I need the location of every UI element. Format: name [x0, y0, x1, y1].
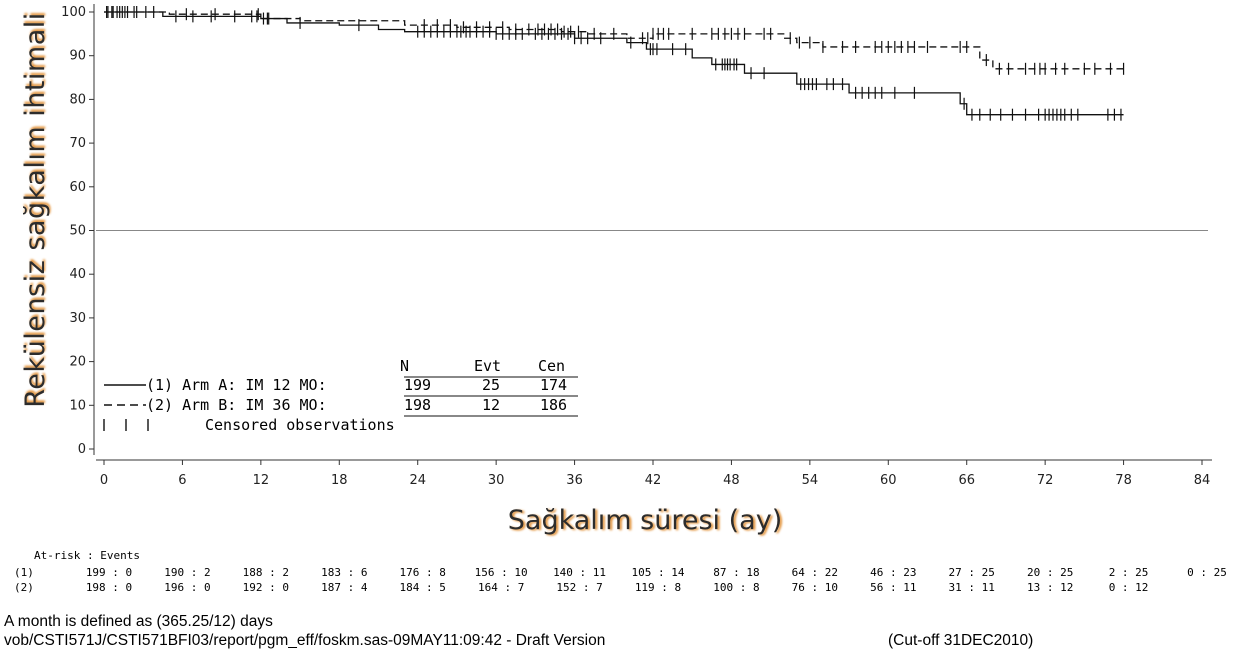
axes: 0 10 20 30 40 50 60 70 80 90 100 0 6 12 18 24 30 36 42 48 54… [61, 4, 1212, 488]
y-tick-label-60: 60 [69, 180, 86, 195]
at-risk-cell: 164 : 7 [477, 581, 525, 594]
x-tick-label-12: 12 [253, 473, 270, 488]
at-risk-cell: 184 : 5 [399, 581, 446, 594]
at-risk-cell: 176 : 8 [399, 566, 446, 579]
at-risk-row-1-label: (1) [14, 566, 34, 579]
at-risk-row-2-label: (2) [14, 581, 34, 594]
legend-row-2-n: 198 [404, 396, 432, 414]
x-axis-label: Sağkalım süresi (ay) [507, 505, 783, 536]
at-risk-cell: 199 : 0 [85, 566, 133, 579]
legend-censor-label: Censored observations [205, 416, 395, 434]
y-tick-label-100: 100 [61, 5, 86, 20]
at-risk-cell: 187 : 4 [321, 581, 368, 594]
at-risk-cell: 105 : 14 [631, 566, 685, 579]
at-risk-cell: 190 : 2 [164, 566, 211, 579]
at-risk-cell: 156 : 10 [474, 566, 528, 579]
legend-header-n: N [400, 357, 410, 375]
at-risk-cell: 152 : 7 [556, 581, 603, 594]
x-tick-label-6: 6 [178, 473, 186, 488]
at-risk-cell: 119 : 8 [634, 581, 682, 594]
legend-header-evt: Evt [474, 357, 502, 375]
x-tick-label-78: 78 [1115, 473, 1132, 488]
at-risk-cell: 20 : 25 [1026, 566, 1074, 579]
x-tick-label-30: 30 [488, 473, 505, 488]
x-tick-label-24: 24 [409, 473, 426, 488]
at-risk-cell: 46 : 23 [870, 566, 917, 579]
y-tick-label-70: 70 [69, 136, 86, 151]
footer-cutoff: (Cut-off 31DEC2010) [888, 632, 1034, 649]
y-tick-label-90: 90 [69, 49, 86, 64]
at-risk-header: At-risk : Events [34, 549, 140, 562]
x-tick-label-84: 84 [1194, 473, 1211, 488]
y-tick-label-0: 0 [78, 442, 86, 457]
y-tick-label-50: 50 [69, 224, 86, 239]
at-risk-cell: 64 : 22 [791, 566, 839, 579]
y-tick-label-20: 20 [69, 355, 86, 370]
x-tick-label-60: 60 [880, 473, 897, 488]
footer-path: vob/CSTI571J/CSTI571BFI03/report/pgm_eff… [4, 632, 606, 649]
at-risk-cell: 183 : 6 [321, 566, 368, 579]
at-risk-cell: 76 : 10 [791, 581, 839, 594]
footer-note: A month is defined as (365.25/12) days [4, 613, 273, 630]
legend-row-1-label: (1) Arm A: IM 12 MO: [146, 376, 327, 394]
at-risk-cell: 31 : 11 [948, 581, 995, 594]
at-risk-cell: 140 : 11 [553, 566, 607, 579]
legend-row-2-cen: 186 [540, 396, 568, 414]
x-tick-label-18: 18 [331, 473, 348, 488]
legend-header-cen: Cen [538, 357, 566, 375]
x-tick-label-72: 72 [1037, 473, 1054, 488]
y-tick-label-30: 30 [69, 311, 86, 326]
series-1-curve [104, 11, 1124, 116]
y-tick-label-40: 40 [69, 267, 86, 282]
legend-row-2-label: (2) Arm B: IM 36 MO: [146, 396, 327, 414]
at-risk-cell: 0 : 12 [1108, 581, 1149, 594]
x-tick-label-48: 48 [723, 473, 740, 488]
at-risk-cell: 198 : 0 [85, 581, 133, 594]
legend-row-1-cen: 174 [540, 376, 568, 394]
at-risk-cell: 27 : 25 [948, 566, 995, 579]
at-risk-cell: 2 : 25 [1108, 566, 1149, 579]
x-tick-label-54: 54 [802, 473, 819, 488]
at-risk-cell: 0 : 25 [1187, 566, 1227, 579]
legend-row-2-evt: 12 [482, 396, 501, 414]
at-risk-cell: 100 : 8 [713, 581, 760, 594]
at-risk-cell: 188 : 2 [242, 566, 290, 579]
at-risk-cell: 196 : 0 [164, 581, 211, 594]
legend-row-1-evt: 25 [482, 376, 501, 394]
y-tick-label-80: 80 [69, 92, 86, 107]
legend-row-1-n: 199 [404, 376, 432, 394]
at-risk-cell: 56 : 11 [870, 581, 917, 594]
x-tick-label-42: 42 [645, 473, 662, 488]
y-tick-label-10: 10 [69, 398, 86, 413]
series-2-curve [104, 11, 1124, 70]
at-risk-cell: 87 : 18 [713, 566, 760, 579]
y-axis-label: Rekülensiz sağkalım ihtimali [20, 12, 51, 408]
x-tick-label-36: 36 [566, 473, 583, 488]
x-tick-label-66: 66 [958, 473, 975, 488]
at-risk-cell: 13 : 12 [1026, 581, 1074, 594]
series-group [103, 6, 1125, 431]
at-risk-cell: 192 : 0 [242, 581, 290, 594]
x-tick-label-0: 0 [100, 473, 108, 488]
